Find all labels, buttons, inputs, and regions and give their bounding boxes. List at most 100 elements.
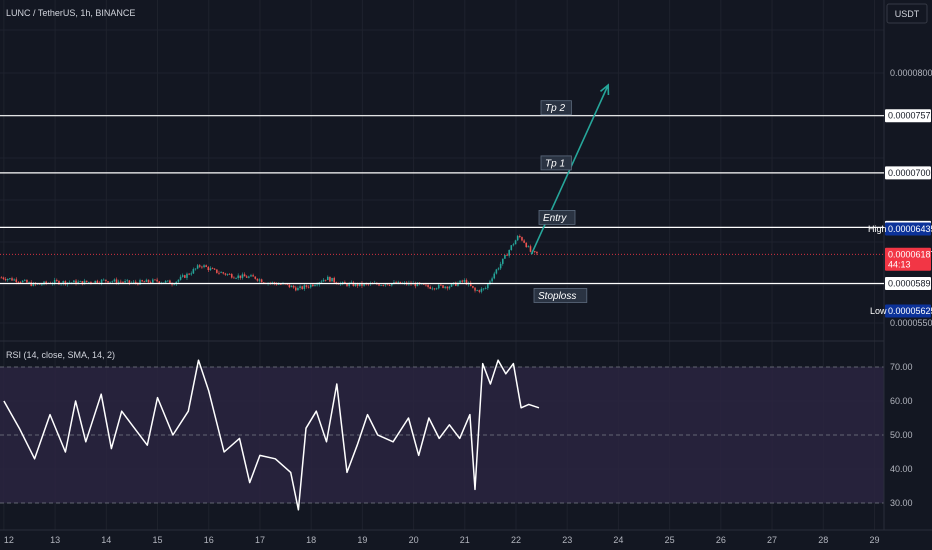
candle-body (196, 265, 199, 269)
candle-body (297, 287, 299, 291)
candle-body (145, 279, 148, 282)
tag-bg (885, 277, 931, 290)
candle-body (414, 283, 417, 287)
note-tp-2[interactable]: Tp 2 (540, 100, 572, 116)
note-stoploss[interactable]: Stoploss (533, 288, 588, 303)
candle-body (514, 240, 517, 245)
candle-body (192, 269, 195, 274)
candle-body (147, 279, 150, 283)
candle-body (100, 279, 103, 284)
date-tick-label: 17 (255, 535, 265, 545)
candle-body (476, 290, 478, 292)
candle-body (510, 245, 513, 251)
time-axis[interactable]: 12 13 14 15 16 17 18 19 20 21 22 23 24 25 26 27 28 29 (4, 535, 880, 545)
candle-body (484, 288, 487, 289)
tag-value: 0.00005895 (888, 279, 932, 289)
candle-body (64, 281, 67, 285)
candle-body (177, 279, 180, 282)
candle-body (448, 286, 451, 289)
date-tick-label: 24 (613, 535, 623, 545)
date-tick-label: 15 (153, 535, 163, 545)
candle-body (307, 286, 310, 288)
candle-body (203, 265, 205, 268)
candle-body (495, 269, 498, 274)
date-tick-label: 13 (50, 535, 60, 545)
candle-body (241, 274, 244, 278)
note-box (533, 288, 588, 303)
candle-body (107, 281, 109, 283)
candle-body (126, 280, 129, 282)
candle-body (173, 284, 175, 286)
arrow-head[interactable] (599, 83, 610, 96)
price-tick-label: 0.00005500 (890, 318, 932, 328)
candle-body (156, 279, 158, 282)
level-lines[interactable] (0, 115, 884, 285)
level-price-tag: 0.00005895 (885, 277, 932, 290)
candle-body (252, 275, 254, 277)
candle-body (463, 279, 466, 282)
note-entry[interactable]: Entry (538, 209, 576, 225)
level-price-tag: 0.00007573 (885, 109, 932, 123)
date-tick-label: 21 (460, 535, 470, 545)
candle-body (277, 284, 280, 285)
symbol-title: LUNC / TetherUS, 1h, BINANCE (6, 8, 135, 18)
rsi-axis[interactable]: 70.00 60.00 50.00 40.00 30.00 (890, 362, 913, 508)
candle-body (322, 279, 325, 282)
date-tick-label: 20 (409, 535, 419, 545)
candle-body (224, 273, 227, 275)
candle-body (171, 283, 173, 285)
candle-body (465, 279, 468, 285)
candle-body (36, 283, 39, 285)
candle-body (216, 269, 218, 273)
candle-body (248, 276, 250, 278)
candle-body (382, 285, 385, 286)
candle-body (243, 274, 246, 277)
candle-body (301, 286, 303, 290)
high-label: High (868, 224, 887, 234)
candle-body (124, 281, 126, 283)
candle-body (149, 282, 152, 283)
rsi-tick-label: 70.00 (890, 362, 913, 372)
candle-body (469, 282, 472, 287)
candle-body (521, 237, 523, 241)
currency-button[interactable]: USDT (886, 3, 928, 24)
candle-body (444, 286, 446, 289)
tag-bg (885, 109, 931, 123)
candle-body (416, 282, 419, 287)
candle-body (94, 280, 97, 284)
note-box (538, 209, 576, 225)
candle-body (329, 276, 331, 282)
candle-body (433, 288, 436, 290)
candle-body (109, 281, 111, 283)
level-notes[interactable]: Tp 2 Tp 1 Entry Stoploss (533, 100, 588, 303)
date-tick-label: 12 (4, 535, 14, 545)
candle-body (2, 277, 5, 280)
candle-body (19, 282, 22, 283)
date-tick-label: 25 (665, 535, 675, 545)
tag-value: 0.00007001 (888, 168, 932, 178)
candle-body (222, 272, 225, 274)
candle-body (280, 284, 282, 285)
candle-body (290, 285, 293, 288)
candle-body (384, 284, 387, 286)
candle-body (491, 278, 493, 282)
candle-body (446, 286, 449, 289)
candle-body (6, 278, 9, 281)
candle-body (111, 281, 114, 283)
note-label: Tp 1 (545, 158, 565, 169)
candle-body (152, 279, 154, 283)
candle-body (378, 284, 380, 286)
candles (0, 234, 538, 294)
candle-body (53, 279, 56, 284)
candle-body (207, 266, 210, 271)
candle-body (83, 280, 86, 285)
currency-label: USDT (895, 9, 920, 19)
candle-body (81, 281, 84, 285)
candle-body (250, 275, 252, 277)
candle-body (393, 282, 395, 284)
note-tp-1[interactable]: Tp 1 (540, 155, 572, 171)
candle-body (166, 280, 169, 282)
